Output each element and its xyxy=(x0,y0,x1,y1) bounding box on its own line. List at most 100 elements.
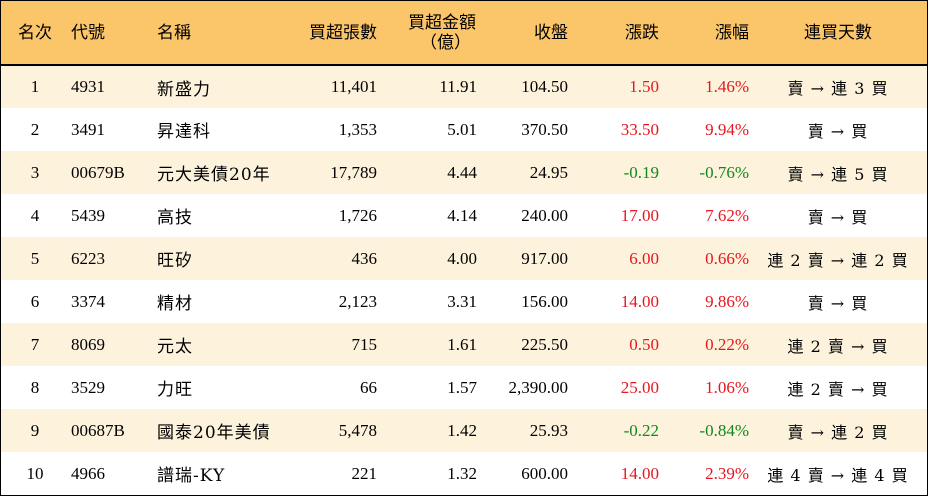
cell-trend: 連 2 賣 → 連 2 買 xyxy=(767,250,909,270)
cell-change-pct: 9.86% xyxy=(705,291,749,311)
cell-trend: 連 4 賣 → 連 4 買 xyxy=(767,465,909,485)
table-row: 6 3374 精材 2,123 3.31 156.00 14.00 9.86% … xyxy=(1,280,927,323)
cell-buy-amount: 3.31 xyxy=(447,291,477,311)
cell-change-pct: 0.22% xyxy=(705,334,749,354)
cell-close: 225.50 xyxy=(521,334,568,354)
cell-buy-lots: 221 xyxy=(351,463,378,483)
cell-trend: 連 2 賣 → 買 xyxy=(787,379,889,399)
cell-buy-amount: 1.32 xyxy=(447,463,477,483)
cell-rank: 3 xyxy=(30,162,40,182)
cell-change: 17.00 xyxy=(620,205,659,225)
cell-buy-lots: 11,401 xyxy=(330,77,377,96)
cell-close: 240.00 xyxy=(521,205,568,225)
cell-change: 1.50 xyxy=(629,77,659,96)
cell-name: 精材 xyxy=(157,294,193,314)
cell-buy-amount: 1.57 xyxy=(447,377,477,397)
cell-rank: 6 xyxy=(30,291,40,311)
cell-code: 4931 xyxy=(71,77,105,96)
cell-change: 25.00 xyxy=(620,377,659,397)
cell-change: 33.50 xyxy=(620,119,659,139)
table-row: 9 00687B 國泰20年美債 5,478 1.42 25.93 -0.22 … xyxy=(1,409,927,452)
cell-trend: 連 2 賣 → 買 xyxy=(787,336,889,356)
header-row: 名次 代號 名稱 買超張數 買超金額 （億） 收盤 漲跌 漲幅 連買天數 xyxy=(1,1,927,66)
cell-trend: 賣 → 買 xyxy=(807,121,869,141)
cell-name: 力旺 xyxy=(157,380,193,400)
cell-close: 156.00 xyxy=(521,291,568,311)
cell-change: -0.22 xyxy=(623,420,659,440)
cell-rank: 5 xyxy=(30,248,40,268)
cell-buy-amount: 11.91 xyxy=(439,77,477,96)
table-body: 1 4931 新盛力 11,401 11.91 104.50 1.50 1.46… xyxy=(1,65,927,495)
cell-change-pct: 1.46% xyxy=(705,77,749,96)
cell-change-pct: -0.76% xyxy=(699,162,749,182)
cell-buy-amount: 1.42 xyxy=(447,420,477,440)
cell-code: 8069 xyxy=(71,334,105,354)
table-row: 1 4931 新盛力 11,401 11.91 104.50 1.50 1.46… xyxy=(1,65,927,108)
cell-rank: 1 xyxy=(30,77,40,96)
table-row: 8 3529 力旺 66 1.57 2,390.00 25.00 1.06% 連… xyxy=(1,366,927,409)
cell-code: 3374 xyxy=(71,291,105,311)
cell-trend: 賣 → 買 xyxy=(807,207,869,227)
cell-buy-amount: 1.61 xyxy=(447,334,477,354)
cell-rank: 7 xyxy=(30,334,40,354)
header-code: 代號 xyxy=(69,1,155,66)
cell-code: 4966 xyxy=(71,463,105,483)
cell-change: -0.19 xyxy=(623,162,659,182)
header-buy-amount-line1: 買超金額 xyxy=(408,12,476,33)
cell-change-pct: 7.62% xyxy=(705,205,749,225)
cell-name: 高技 xyxy=(157,208,193,228)
cell-buy-amount: 4.14 xyxy=(447,205,477,225)
cell-buy-amount: 4.44 xyxy=(447,162,477,182)
cell-change: 6.00 xyxy=(629,248,659,268)
cell-code: 5439 xyxy=(71,205,105,225)
cell-trend: 賣 → 連 2 買 xyxy=(787,422,889,442)
cell-trend: 賣 → 買 xyxy=(807,293,869,313)
cell-buy-lots: 2,123 xyxy=(338,291,377,311)
cell-buy-lots: 1,353 xyxy=(338,119,377,139)
cell-buy-amount: 4.00 xyxy=(447,248,477,268)
cell-buy-lots: 436 xyxy=(351,248,378,268)
cell-change: 14.00 xyxy=(620,463,659,483)
cell-close: 917.00 xyxy=(521,248,568,268)
cell-close: 370.50 xyxy=(521,119,568,139)
cell-close: 104.50 xyxy=(521,77,568,96)
header-change-pct: 漲幅 xyxy=(659,1,749,66)
cell-rank: 9 xyxy=(30,420,40,440)
cell-change: 14.00 xyxy=(620,291,659,311)
cell-change-pct: 1.06% xyxy=(705,377,749,397)
cell-code: 00679B xyxy=(71,162,125,182)
table-row: 10 4966 譜瑞-KY 221 1.32 600.00 14.00 2.39… xyxy=(1,452,927,495)
cell-change-pct: 0.66% xyxy=(705,248,749,268)
cell-buy-lots: 17,789 xyxy=(330,162,377,182)
cell-buy-lots: 66 xyxy=(360,377,377,397)
cell-code: 3529 xyxy=(71,377,105,397)
cell-change-pct: 2.39% xyxy=(705,463,749,483)
header-name: 名稱 xyxy=(155,1,295,66)
cell-code: 00687B xyxy=(71,420,125,440)
cell-code: 6223 xyxy=(71,248,105,268)
cell-buy-lots: 5,478 xyxy=(338,420,377,440)
cell-buy-lots: 1,726 xyxy=(338,205,377,225)
cell-name: 元大美債20年 xyxy=(157,165,271,185)
cell-change-pct: -0.84% xyxy=(699,420,749,440)
cell-trend: 賣 → 連 5 買 xyxy=(787,164,889,184)
header-buy-amount: 買超金額 （億） xyxy=(377,1,477,66)
table-row: 4 5439 高技 1,726 4.14 240.00 17.00 7.62% … xyxy=(1,194,927,237)
cell-close: 24.95 xyxy=(529,162,568,182)
cell-name: 昇達科 xyxy=(157,122,211,142)
table-row: 7 8069 元太 715 1.61 225.50 0.50 0.22% 連 2… xyxy=(1,323,927,366)
cell-name: 國泰20年美債 xyxy=(157,423,271,443)
cell-close: 25.93 xyxy=(529,420,568,440)
cell-name: 元太 xyxy=(157,337,193,357)
cell-rank: 2 xyxy=(30,119,40,139)
table-row: 5 6223 旺矽 436 4.00 917.00 6.00 0.66% 連 2… xyxy=(1,237,927,280)
cell-name: 新盛力 xyxy=(157,79,211,100)
cell-close: 2,390.00 xyxy=(508,377,569,397)
header-buy-amount-line2: （億） xyxy=(420,32,471,53)
header-close: 收盤 xyxy=(477,1,568,66)
cell-buy-amount: 5.01 xyxy=(447,119,477,139)
cell-rank: 8 xyxy=(30,377,40,397)
cell-change-pct: 9.94% xyxy=(705,119,749,139)
cell-buy-lots: 715 xyxy=(351,334,378,354)
